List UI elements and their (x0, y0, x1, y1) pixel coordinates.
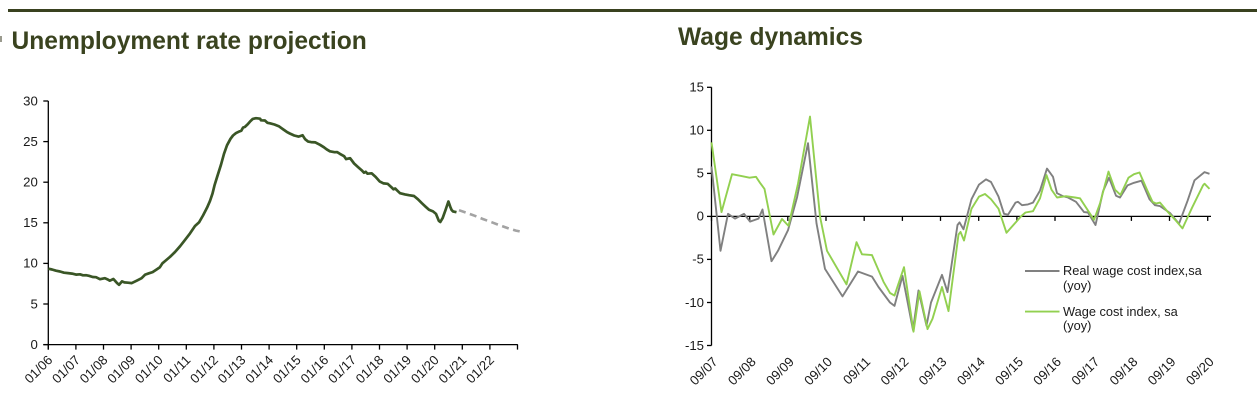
svg-text:01/20: 01/20 (408, 352, 442, 386)
svg-text:01/10: 01/10 (132, 352, 166, 386)
svg-text:-10: -10 (685, 295, 704, 310)
svg-text:0: 0 (30, 337, 37, 352)
svg-text:09/20: 09/20 (1183, 354, 1217, 388)
svg-text:-5: -5 (692, 252, 704, 267)
svg-text:15: 15 (23, 215, 38, 230)
svg-text:5: 5 (697, 166, 704, 181)
svg-text:01/12: 01/12 (187, 352, 221, 386)
svg-text:01/14: 01/14 (242, 352, 276, 386)
svg-text:-15: -15 (685, 338, 704, 353)
svg-text:01/11: 01/11 (160, 352, 193, 385)
svg-text:09/13: 09/13 (916, 354, 950, 388)
svg-text:09/09: 09/09 (763, 354, 797, 388)
svg-text:01/09: 01/09 (104, 352, 138, 386)
svg-text:01/13: 01/13 (215, 352, 249, 386)
svg-text:30: 30 (23, 93, 38, 108)
svg-text:09/19: 09/19 (1145, 354, 1179, 388)
svg-text:09/15: 09/15 (992, 354, 1026, 388)
svg-text:01/19: 01/19 (380, 352, 414, 386)
svg-text:01/22: 01/22 (463, 352, 497, 386)
svg-text:09/14: 09/14 (954, 354, 988, 388)
svg-text:01/21: 01/21 (435, 352, 469, 386)
svg-text:25: 25 (23, 134, 38, 149)
svg-text:20: 20 (23, 175, 38, 190)
svg-text:09/16: 09/16 (1030, 354, 1064, 388)
svg-text:10: 10 (23, 256, 38, 271)
svg-text:01/07: 01/07 (49, 352, 83, 386)
svg-text:5: 5 (30, 296, 37, 311)
svg-text:09/11: 09/11 (840, 354, 873, 387)
svg-text:01/16: 01/16 (297, 352, 331, 386)
svg-text:09/10: 09/10 (801, 354, 835, 388)
svg-text:10: 10 (689, 123, 704, 138)
svg-text:01/06: 01/06 (21, 352, 55, 386)
svg-text:01/08: 01/08 (77, 352, 111, 386)
svg-text:09/12: 09/12 (878, 354, 912, 388)
svg-text:15: 15 (689, 80, 704, 95)
svg-text:09/08: 09/08 (725, 354, 759, 388)
svg-text:09/17: 09/17 (1068, 354, 1102, 388)
svg-text:01/15: 01/15 (270, 352, 304, 386)
svg-text:0: 0 (697, 209, 704, 224)
svg-text:01/17: 01/17 (325, 352, 359, 386)
svg-text:01/18: 01/18 (353, 352, 387, 386)
svg-text:09/07: 09/07 (687, 354, 721, 388)
svg-text:09/18: 09/18 (1107, 354, 1141, 388)
